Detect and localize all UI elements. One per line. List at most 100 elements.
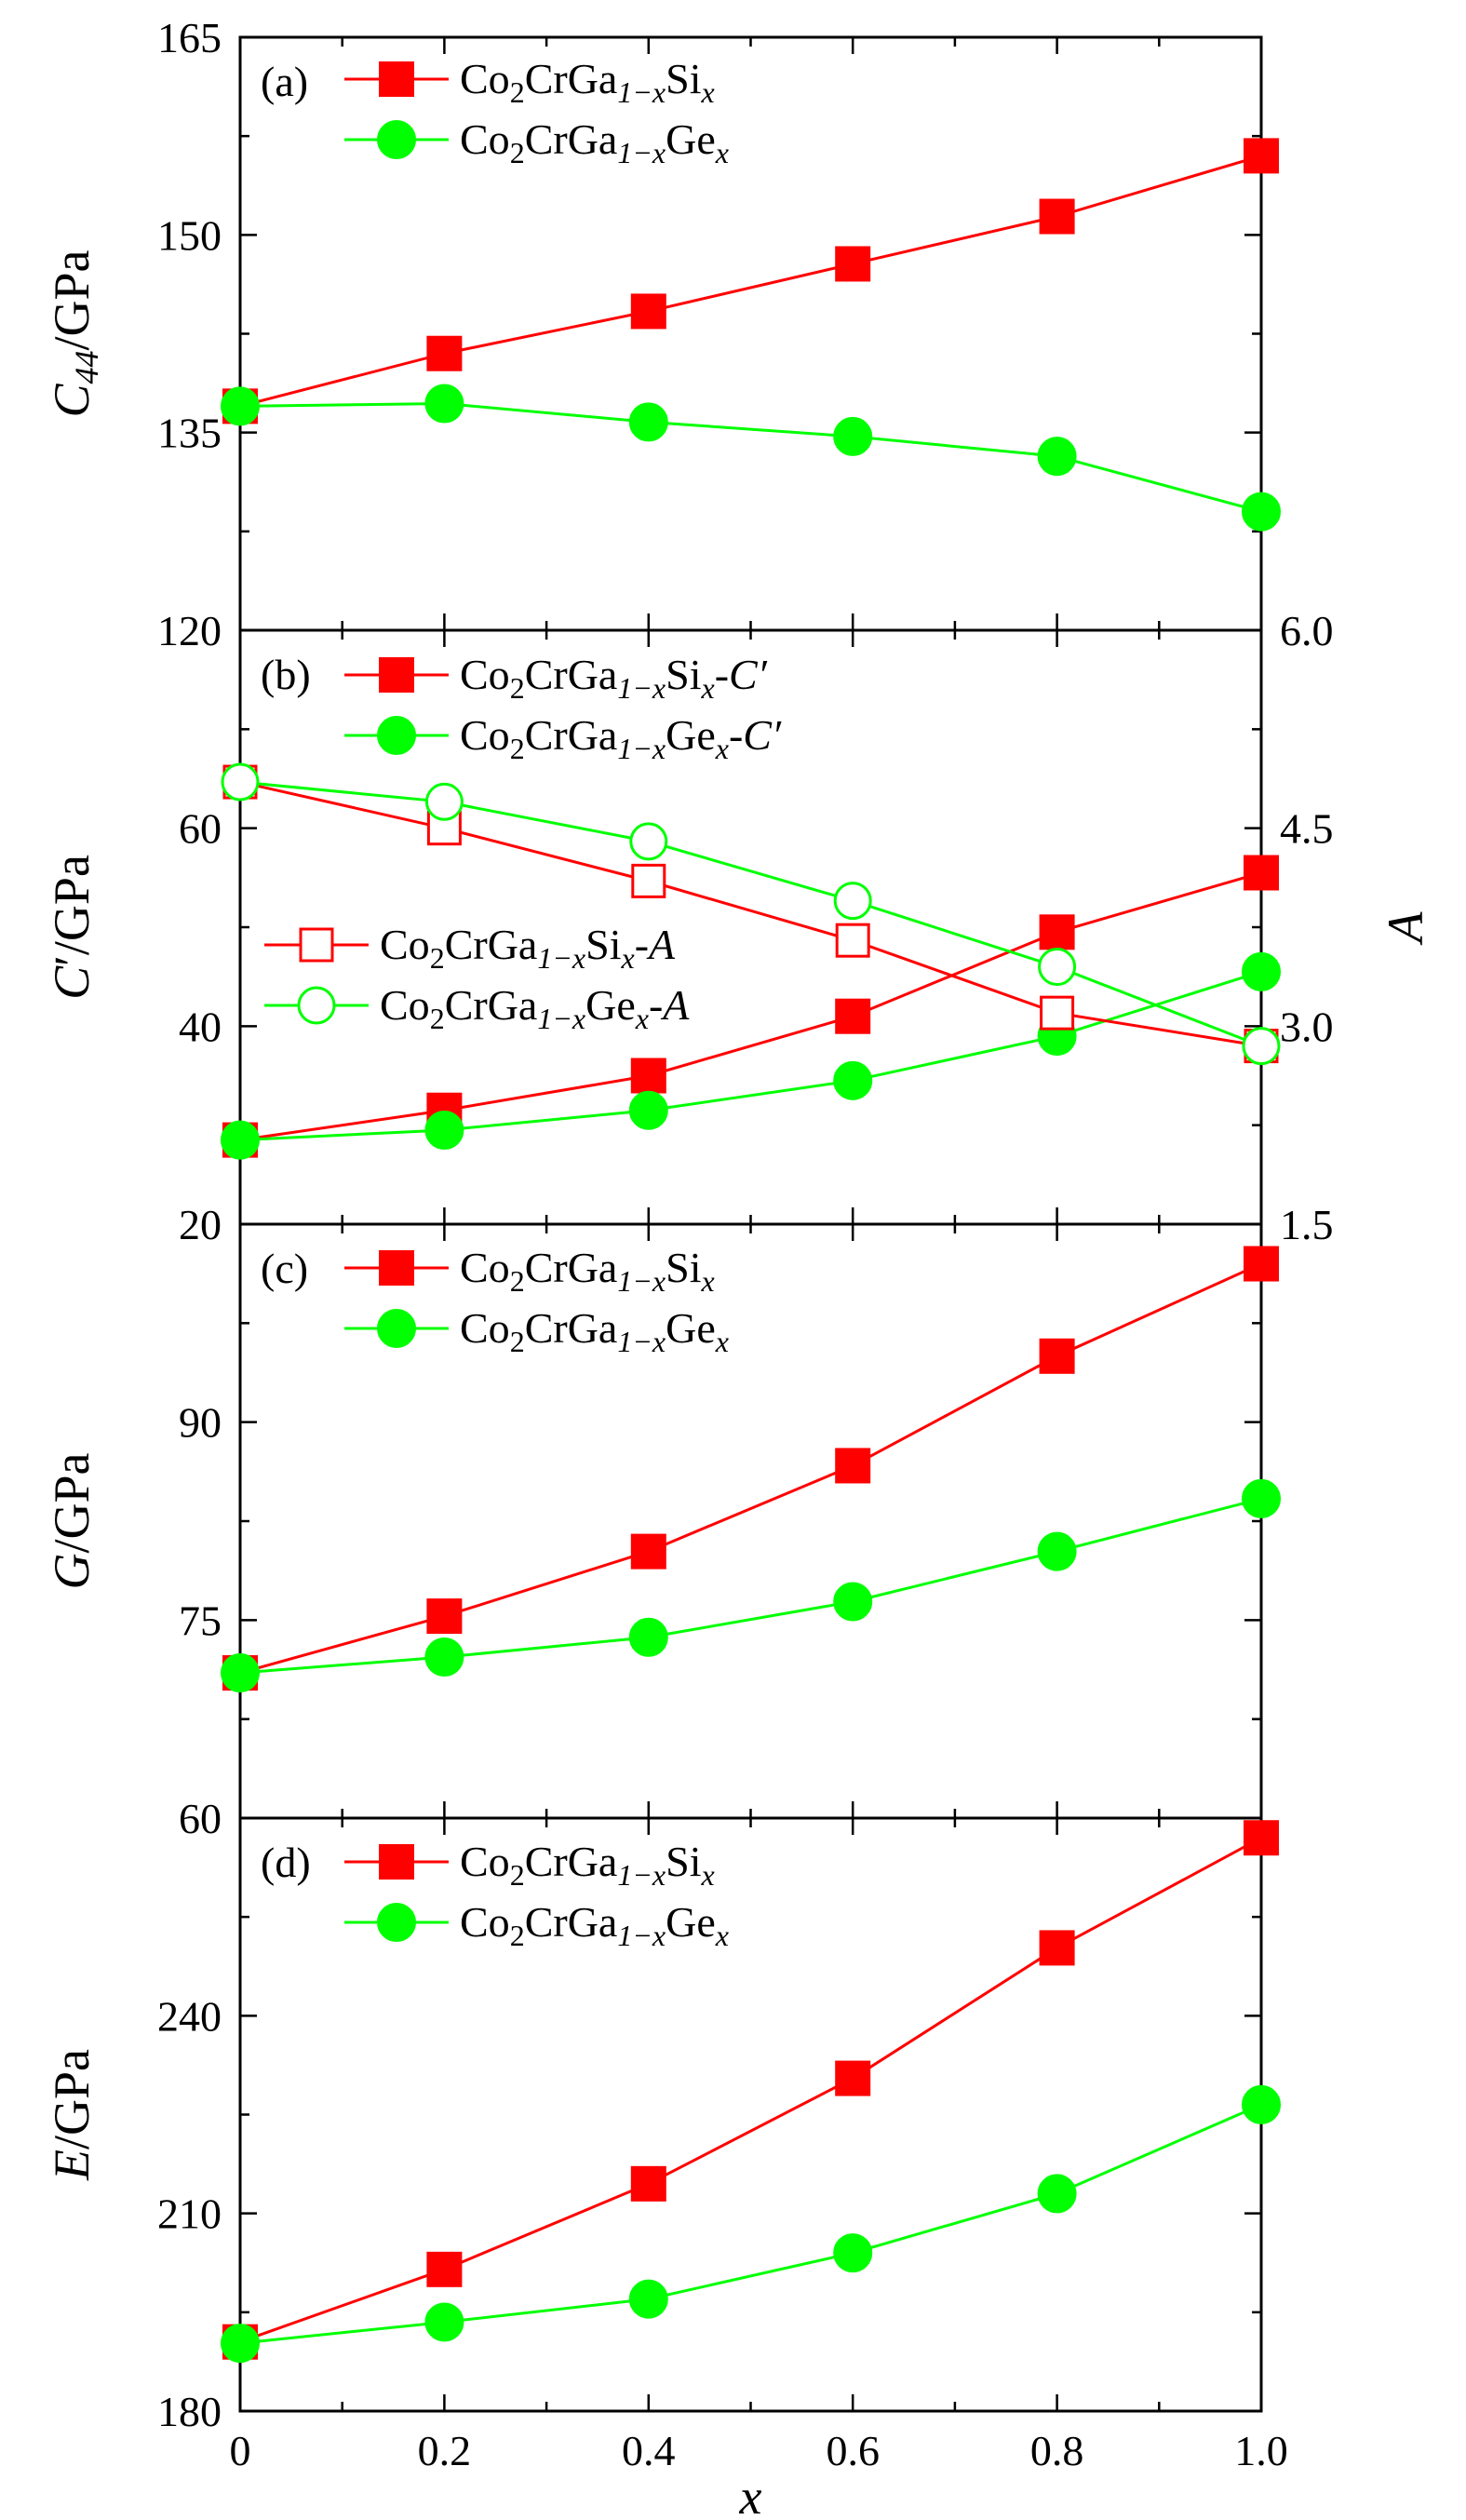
data-point — [221, 1120, 260, 1160]
y-tick-label: 135 — [157, 410, 222, 457]
legend-sub: 1−x — [537, 1002, 585, 1035]
legend-label: Co2CrGa1−xGex — [460, 115, 729, 169]
panel-label: (a) — [261, 58, 308, 105]
y2-tick-label: 1.5 — [1280, 1201, 1334, 1248]
data-point — [630, 1058, 666, 1094]
legend-sub: 1−x — [617, 1919, 666, 1952]
data-point — [1039, 198, 1075, 235]
series-si — [222, 138, 1279, 424]
legend-dash: - — [729, 711, 743, 759]
legend-entry-ge: Co2CrGa1−xGex — [344, 1304, 729, 1358]
data-point — [1039, 1338, 1075, 1374]
data-point — [1039, 914, 1075, 950]
legend-sub: x — [621, 941, 635, 975]
legend-element: Ge — [585, 981, 636, 1029]
y-axis-label: C44/GPa — [44, 249, 105, 417]
legend-sub: 1−x — [617, 75, 666, 109]
data-point — [1039, 1930, 1075, 1966]
series-line — [239, 970, 1262, 1142]
legend-marker — [377, 1903, 416, 1942]
legend-sub: 1−x — [617, 1325, 666, 1358]
legend-crga: CrGa — [525, 651, 618, 698]
data-point — [426, 2251, 463, 2287]
legend-sub: 2 — [430, 1002, 445, 1035]
legend-co: Co — [460, 651, 510, 698]
data-point — [221, 762, 260, 802]
data-point — [628, 1090, 668, 1130]
data-point — [1242, 1478, 1281, 1518]
legend-entry-ge: Co2CrGa1−xGex — [344, 1898, 729, 1952]
panel-label: (d) — [261, 1839, 311, 1886]
legend-entry-ge_a: Co2CrGa1−xGex-A — [264, 981, 690, 1035]
legend-dash: - — [635, 921, 649, 968]
data-point — [1242, 492, 1281, 532]
legend-element: Ge — [666, 1304, 716, 1352]
data-point — [1037, 1531, 1077, 1571]
legend-sub: 1−x — [537, 941, 585, 975]
y-label-symbol: C — [44, 384, 100, 418]
legend-sub: 2 — [510, 671, 525, 705]
legend-co: Co — [460, 115, 510, 163]
legend-label: Co2CrGa1−xGex-A — [380, 981, 690, 1035]
data-point — [1037, 437, 1077, 477]
legend-quantity: A — [660, 981, 690, 1029]
y-tick-label: 90 — [179, 1399, 222, 1447]
y-label-unit: /GPa — [44, 2049, 100, 2149]
data-point — [424, 782, 464, 821]
y-axis-label: E/GPa — [44, 2049, 100, 2181]
data-point — [835, 246, 871, 282]
data-point — [1244, 1246, 1279, 1282]
data-point — [833, 2233, 873, 2273]
x-tick-label: 0.2 — [418, 2427, 472, 2474]
y-label-symbol: E — [44, 2149, 100, 2181]
legend-crga: CrGa — [445, 921, 538, 968]
legend-sub: 1−x — [617, 671, 666, 705]
y-label-prime: ′ — [44, 955, 100, 966]
series-line — [239, 1497, 1262, 1675]
legend-entry-si: Co2CrGa1−xSix — [344, 55, 715, 109]
data-point — [630, 1533, 666, 1570]
data-point — [630, 2165, 666, 2202]
legend-co: Co — [460, 711, 510, 759]
data-point — [833, 1582, 873, 1622]
y-label-unit: /GPa — [44, 249, 100, 350]
data-point — [833, 1060, 873, 1100]
data-point — [1242, 1027, 1281, 1066]
y2-tick-label: 6.0 — [1280, 607, 1334, 654]
data-point — [835, 1448, 871, 1484]
legend-quantity: C′ — [743, 711, 782, 759]
data-point — [628, 402, 668, 442]
data-point — [1038, 948, 1077, 987]
legend-crga: CrGa — [525, 1244, 618, 1291]
y-tick-label: 165 — [157, 14, 222, 61]
legend-co: Co — [460, 55, 510, 102]
legend-element: Ge — [666, 1898, 716, 1946]
data-point — [629, 822, 668, 861]
legend-co: Co — [460, 1244, 510, 1291]
x-tick-label: 0.8 — [1030, 2427, 1084, 2474]
legend-element: Si — [666, 651, 701, 698]
legend-sub: x — [701, 1264, 715, 1298]
y-tick-label: 60 — [179, 1795, 222, 1842]
x-tick-label: 0.4 — [622, 2427, 676, 2474]
legend-sub: 2 — [510, 732, 525, 765]
series-line — [239, 780, 1262, 1047]
legend-sub: x — [701, 1858, 715, 1892]
x-tick-label: 0.6 — [826, 2427, 880, 2474]
legend-dash: - — [715, 651, 729, 698]
y-tick-label: 40 — [179, 1003, 222, 1050]
legend-sub: x — [701, 75, 715, 109]
legend-entry-si_c: Co2CrGa1−xSix-C′ — [344, 651, 768, 705]
y-tick-label: 75 — [179, 1597, 222, 1644]
series-ge_a — [221, 762, 1281, 1066]
data-point — [835, 998, 871, 1034]
legend-marker — [379, 657, 414, 693]
data-point — [1244, 1820, 1279, 1856]
legend-label: Co2CrGa1−xSix — [460, 1244, 715, 1298]
data-point — [424, 1637, 464, 1678]
data-point — [835, 923, 870, 958]
legend-entry-ge_c: Co2CrGa1−xGex-C′ — [344, 711, 782, 765]
